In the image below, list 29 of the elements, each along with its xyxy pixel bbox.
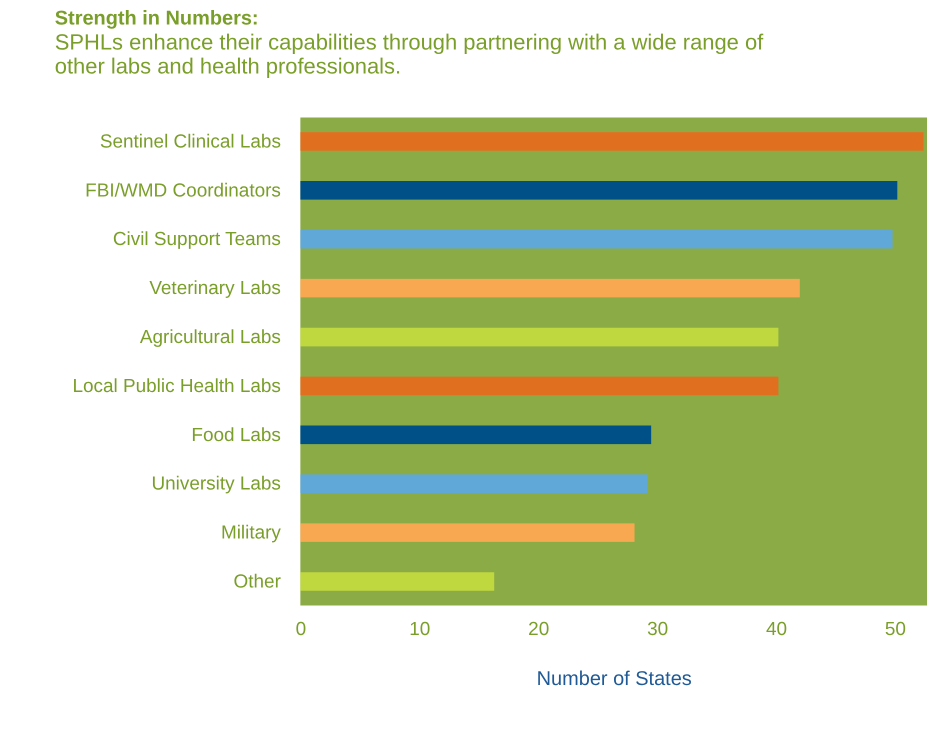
bar (300, 523, 635, 542)
y-tick-label: Local Public Health Labs (72, 376, 281, 397)
x-tick-label: 40 (766, 618, 788, 640)
y-tick-label: Civil Support Teams (112, 229, 281, 250)
x-tick-label: 0 (296, 618, 306, 640)
y-tick-label: University Labs (151, 474, 281, 495)
bar (300, 328, 778, 346)
y-tick-label: Food Labs (191, 424, 281, 446)
x-tick-label: 20 (528, 618, 550, 640)
bar (300, 376, 778, 396)
x-tick-label: 30 (647, 618, 668, 640)
bar (300, 278, 800, 298)
x-tick-label: 50 (884, 618, 906, 640)
chart-title: Strength in Numbers: (54, 8, 259, 30)
y-tick-label: Military (220, 522, 282, 544)
y-tick-label: FBI/WMD Coordinators (85, 180, 281, 202)
bar (300, 426, 652, 444)
y-tick-label: Agricultural Labs (140, 327, 281, 348)
bar (300, 474, 648, 493)
x-tick-label: 10 (409, 618, 430, 640)
bar (300, 181, 898, 200)
y-tick-label: Sentinel Clinical Labs (100, 131, 281, 152)
x-axis-title: Number of States (536, 668, 692, 690)
bar (300, 572, 494, 591)
chart-subtitle: SPHLs enhance their capabilities through partnering with a wide range of other labs and health professionals. (54, 30, 764, 79)
y-tick-label: Veterinary Labs (149, 278, 281, 300)
y-tick-label: Other (234, 571, 281, 592)
bar (300, 230, 893, 249)
bar (300, 132, 924, 151)
